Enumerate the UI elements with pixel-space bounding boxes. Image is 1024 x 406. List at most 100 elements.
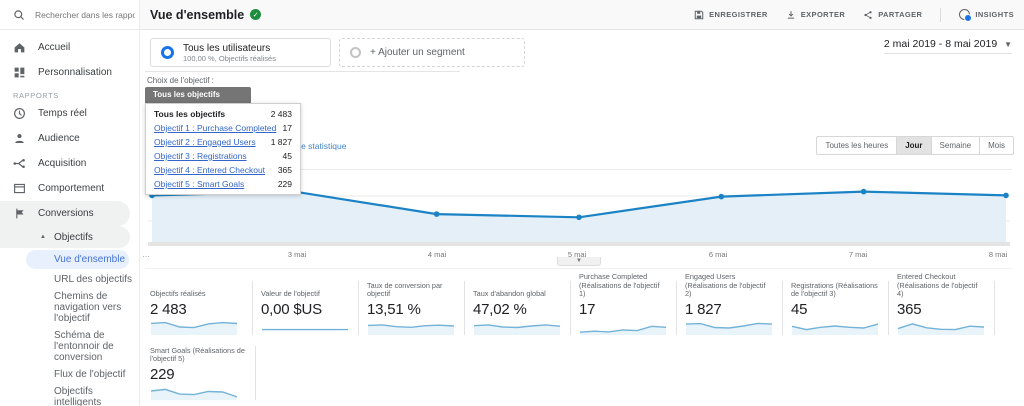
sparkline bbox=[150, 321, 238, 335]
x-axis-label: 5 mai bbox=[567, 250, 587, 259]
chevron-down-icon: ▼ bbox=[576, 258, 582, 264]
share-icon bbox=[864, 10, 872, 19]
sidebar-item-flux-objectif[interactable]: Flux de l'objectif bbox=[54, 369, 126, 380]
share-label: PARTAGER bbox=[878, 10, 923, 19]
save-button[interactable]: ENREGISTRER bbox=[694, 10, 768, 20]
sidebar-item-chemins-navigation[interactable]: Chemins de navigation vers l'objectif bbox=[54, 291, 122, 324]
share-button[interactable]: PARTAGER bbox=[863, 10, 922, 20]
x-axis-label: 4 mai bbox=[427, 250, 447, 259]
sidebar-item-url-objectifs[interactable]: URL des objectifs bbox=[54, 274, 132, 285]
sparkline bbox=[685, 322, 773, 335]
granularity-week-button[interactable]: Semaine bbox=[930, 136, 981, 155]
report-search[interactable] bbox=[0, 0, 139, 30]
segment-subtitle: 100,00 %, Objectifs réalisés bbox=[183, 53, 276, 63]
scorecard-taux-abandon: Taux d'abandon global 47,02 % bbox=[465, 281, 571, 335]
date-range-text: 2 mai 2019 - 8 mai 2019 bbox=[883, 38, 998, 50]
goal-dropdown-panel: Tous les objectifs 2 483 Objectif 1 : Pu… bbox=[145, 103, 301, 195]
segment-all-users[interactable]: Tous les utilisateurs 100,00 %, Objectif… bbox=[150, 38, 331, 67]
goal-option-5[interactable]: Objectif 5 : Smart Goals 229 bbox=[154, 179, 292, 189]
x-axis-label: 6 mai bbox=[708, 250, 728, 259]
chart-annotations-expander[interactable]: ▼ bbox=[557, 257, 601, 266]
clock-icon bbox=[14, 108, 25, 119]
divider bbox=[940, 7, 942, 22]
scorecard-smart-goals: Smart Goals (Réalisations de l'objectif … bbox=[150, 346, 256, 400]
collapse-triangle-icon: ▲ bbox=[40, 234, 46, 240]
sidebar-item-label: Accueil bbox=[38, 42, 71, 53]
segment-ring-icon bbox=[161, 46, 174, 59]
x-axis-ellipsis: … bbox=[142, 250, 150, 259]
scorecard-valeur-objectif: Valeur de l'objectif 0,00 $US bbox=[253, 281, 359, 335]
sidebar-item-label: Temps réel bbox=[38, 108, 87, 119]
add-segment-label: + Ajouter un segment bbox=[370, 47, 465, 58]
scorecard-registrations: Registrations (Réalisations de l'objecti… bbox=[783, 281, 889, 335]
x-axis-label: 8 mai bbox=[988, 250, 1008, 259]
goal-option-all[interactable]: Tous les objectifs 2 483 bbox=[154, 109, 292, 119]
acquisition-branch-icon bbox=[13, 158, 25, 169]
sparkline bbox=[262, 328, 348, 331]
sidebar-item-label: Objectifs bbox=[53, 231, 93, 243]
sidebar-item-schema-entonnoir[interactable]: Schéma de l'entonnoir de conversion bbox=[54, 330, 114, 363]
sidebar: Accueil Personnalisation RAPPORTS Temps … bbox=[0, 0, 140, 406]
sidebar-item-audience[interactable]: Audience bbox=[0, 126, 139, 151]
granularity-toggle: Toutes les heures Jour Semaine Mois bbox=[816, 136, 1014, 155]
sidebar-item-objectifs-intelligents[interactable]: Objectifs intelligents bbox=[54, 386, 102, 406]
sidebar-item-temps-reel[interactable]: Temps réel bbox=[0, 101, 139, 126]
scorecard-purchase-completed: Purchase Completed (Réalisations de l'ob… bbox=[571, 272, 677, 335]
customization-grid-icon bbox=[14, 67, 25, 78]
page-title: Vue d'ensemble bbox=[150, 7, 245, 22]
home-icon bbox=[14, 43, 25, 53]
segment-ring-icon bbox=[350, 47, 361, 58]
sidebar-item-objectifs[interactable]: ▲ Objectifs bbox=[0, 226, 130, 248]
browser-window-icon bbox=[14, 183, 25, 194]
report-header: Vue d'ensemble ✓ ENREGISTRER EXPORTER bbox=[140, 0, 1024, 30]
goal-picker-tab[interactable]: Tous les objectifs bbox=[145, 87, 251, 103]
sparkline bbox=[473, 324, 561, 335]
goal-option-2[interactable]: Objectif 2 : Engaged Users 1 827 bbox=[154, 137, 292, 147]
granularity-day-button[interactable]: Jour bbox=[896, 136, 932, 155]
granularity-hour-button[interactable]: Toutes les heures bbox=[816, 136, 898, 155]
scorecard-row-2: Smart Goals (Réalisations de l'objectif … bbox=[150, 346, 256, 400]
search-input[interactable] bbox=[35, 9, 135, 20]
sidebar-item-label: Acquisition bbox=[38, 158, 87, 169]
insights-button[interactable]: INSIGHTS bbox=[959, 9, 1014, 22]
x-axis: … 3 mai 4 mai 5 mai 6 mai 7 mai 8 mai bbox=[140, 250, 1024, 260]
scorecard-engaged-users: Engaged Users (Réalisations de l'objecti… bbox=[677, 272, 783, 335]
divider bbox=[145, 169, 1012, 170]
sparkline bbox=[579, 325, 667, 335]
scorecard-row-1: Objectifs réalisés 2 483 Valeur de l'obj… bbox=[150, 272, 995, 335]
save-label: ENREGISTRER bbox=[709, 10, 768, 19]
header-actions: ENREGISTRER EXPORTER PARTAGER bbox=[694, 7, 1014, 22]
sidebar-item-label: Audience bbox=[38, 133, 80, 144]
segment-title: Tous les utilisateurs bbox=[183, 42, 271, 54]
save-icon bbox=[694, 10, 704, 19]
chevron-down-icon: ▼ bbox=[1004, 40, 1012, 49]
sidebar-item-acquisition[interactable]: Acquisition bbox=[0, 151, 139, 176]
goal-option-4[interactable]: Objectif 4 : Entered Checkout 365 bbox=[154, 165, 292, 175]
scorecard-objectifs-realises: Objectifs réalisés 2 483 bbox=[150, 281, 253, 335]
export-label: EXPORTER bbox=[800, 10, 846, 19]
download-icon bbox=[787, 10, 794, 19]
sidebar-item-comportement[interactable]: Comportement bbox=[0, 176, 139, 201]
x-axis-label: 7 mai bbox=[848, 250, 868, 259]
goal-option-3[interactable]: Objectif 3 : Registrations 45 bbox=[154, 151, 292, 161]
sidebar-nav: Accueil Personnalisation RAPPORTS Temps … bbox=[0, 30, 139, 406]
sidebar-item-personnalisation[interactable]: Personnalisation bbox=[0, 60, 139, 85]
goal-option-1[interactable]: Objectif 1 : Purchase Completed 17 bbox=[154, 123, 292, 133]
search-icon bbox=[14, 9, 24, 20]
scorecard-entered-checkout: Entered Checkout (Réalisations de l'obje… bbox=[889, 272, 995, 335]
add-segment-button[interactable]: + Ajouter un segment bbox=[339, 38, 525, 67]
divider bbox=[145, 268, 1012, 269]
insights-icon bbox=[959, 9, 973, 22]
sidebar-item-label: Comportement bbox=[38, 183, 105, 194]
sidebar-item-label: Conversions bbox=[38, 208, 94, 219]
sparkline bbox=[150, 388, 238, 400]
sidebar-item-vue-densemble[interactable]: Vue d'ensemble bbox=[26, 250, 129, 269]
sidebar-item-accueil[interactable]: Accueil bbox=[0, 35, 139, 60]
x-axis-label: 3 mai bbox=[287, 250, 307, 259]
date-range-picker[interactable]: 2 mai 2019 - 8 mai 2019 ▼ bbox=[883, 38, 1012, 54]
export-button[interactable]: EXPORTER bbox=[786, 10, 845, 20]
sidebar-item-conversions[interactable]: Conversions bbox=[0, 201, 130, 226]
data-quality-check-icon[interactable]: ✓ bbox=[250, 9, 262, 20]
granularity-month-button[interactable]: Mois bbox=[979, 136, 1014, 155]
